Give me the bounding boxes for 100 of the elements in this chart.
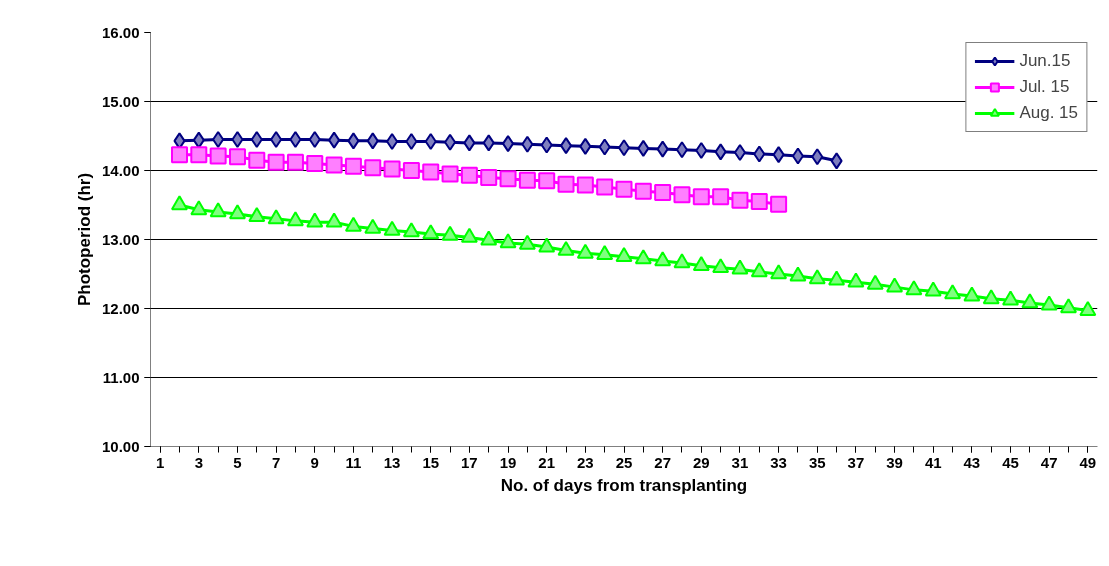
point — [596, 178, 614, 196]
point — [383, 220, 401, 236]
point — [422, 163, 440, 181]
point — [560, 137, 573, 155]
point — [1021, 293, 1039, 309]
point — [518, 171, 536, 189]
x-tick-label: 23 — [577, 453, 594, 471]
point — [325, 212, 343, 228]
x-tick-label: 15 — [422, 453, 440, 471]
point — [231, 130, 244, 148]
point — [905, 280, 923, 296]
point — [308, 130, 321, 148]
point — [615, 247, 633, 263]
point — [654, 251, 672, 267]
point — [789, 266, 807, 282]
point — [712, 188, 730, 206]
point — [344, 157, 362, 175]
x-axis-title: No. of days from transplanting — [500, 475, 748, 495]
point — [615, 180, 633, 198]
point — [1040, 295, 1058, 311]
point — [289, 130, 302, 148]
x-tick-label: 35 — [808, 453, 826, 471]
legend-label: Aug. 15 — [1019, 103, 1078, 123]
point — [424, 133, 437, 151]
point — [675, 141, 688, 159]
point — [480, 230, 498, 246]
point — [248, 207, 266, 223]
x-tick-label: 45 — [1002, 453, 1019, 471]
legend-label: Jul. 15 — [1019, 77, 1070, 97]
point — [209, 147, 227, 165]
point — [209, 202, 227, 218]
point — [637, 139, 650, 157]
point — [770, 264, 788, 280]
x-tick-label: 43 — [963, 453, 981, 471]
x-tick-label: 7 — [271, 453, 281, 471]
point — [830, 152, 843, 170]
point — [712, 258, 730, 274]
point — [325, 156, 343, 174]
point — [538, 172, 556, 190]
point — [405, 133, 418, 151]
point — [654, 184, 672, 202]
point — [886, 277, 904, 293]
y-tick-label: 13.00 — [101, 230, 140, 248]
point — [924, 281, 942, 297]
x-tick-label: 9 — [310, 453, 319, 471]
point — [344, 216, 362, 232]
x-tick-label: 29 — [692, 453, 710, 471]
point — [402, 162, 420, 179]
point — [347, 132, 360, 150]
x-tick-label: 21 — [538, 453, 556, 471]
point — [228, 148, 246, 166]
x-tick-label: 41 — [924, 453, 942, 471]
point — [386, 133, 399, 151]
point — [228, 204, 246, 220]
point — [192, 131, 205, 149]
point — [267, 153, 285, 171]
y-axis-title: Photoperiod (hr) — [74, 172, 94, 307]
point — [463, 134, 476, 152]
point — [692, 256, 710, 272]
point — [170, 195, 188, 211]
point — [772, 146, 785, 164]
point — [557, 175, 575, 193]
point — [460, 227, 478, 243]
point — [596, 245, 614, 261]
point — [579, 137, 592, 155]
point — [791, 147, 804, 165]
point — [444, 133, 457, 151]
y-tick-label: 11.00 — [102, 368, 140, 386]
x-tick-label: 1 — [155, 453, 165, 471]
y-tick-label: 16.00 — [101, 23, 140, 41]
x-tick-label: 47 — [1040, 453, 1058, 471]
point — [598, 138, 611, 156]
point — [364, 159, 382, 177]
point — [733, 144, 746, 162]
point — [441, 225, 459, 241]
point — [692, 188, 710, 206]
point — [1060, 298, 1078, 314]
x-tick-label: 39 — [886, 453, 903, 471]
point — [441, 165, 459, 183]
point — [634, 249, 652, 265]
point — [944, 284, 962, 300]
point — [673, 186, 691, 204]
point — [306, 155, 324, 173]
point — [248, 151, 266, 169]
point — [212, 130, 225, 148]
point — [1002, 290, 1020, 306]
y-tick-label: 10.00 — [101, 437, 140, 455]
point — [750, 262, 768, 278]
point — [328, 131, 341, 149]
point — [1079, 300, 1097, 316]
point — [270, 130, 283, 148]
point — [306, 212, 324, 228]
point — [847, 272, 865, 288]
point — [673, 253, 691, 269]
x-tick-label: 19 — [499, 453, 517, 471]
point — [656, 140, 669, 158]
x-tick-label: 49 — [1079, 453, 1097, 471]
point — [811, 148, 824, 166]
point — [982, 289, 1000, 305]
x-tick-label: 3 — [194, 453, 203, 471]
